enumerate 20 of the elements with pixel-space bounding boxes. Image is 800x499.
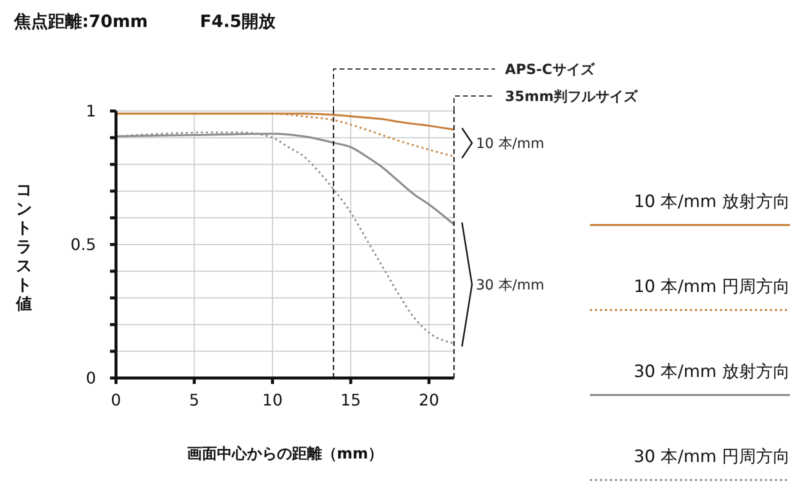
text: 10 本/mm 放射方向 (632, 191, 790, 213)
x-tick-label: 0 (110, 390, 122, 410)
x-tick-label: 5 (189, 390, 200, 410)
y-tick-label: 1 (86, 102, 96, 121)
x-tick-label: 10 (262, 390, 283, 410)
text: 30 本/mm 放射方向 (632, 361, 790, 383)
x-axis-title: 画面中心からの距離（mm） (186, 444, 384, 463)
chart-title: 焦点距離:70mm (14, 12, 148, 32)
annotation: 10 本/mm (476, 136, 544, 152)
y-tick-label: 0.5 (70, 235, 96, 254)
y-tick-label: 0 (86, 368, 96, 388)
x-tick-label: 15 (340, 390, 361, 410)
x-tick-label: 20 (418, 390, 440, 410)
y-axis-title: コントラスト値 (14, 180, 33, 313)
text: 10 本/mm 円周方向 (632, 276, 790, 298)
legend-label: 35mm判フルサイズ (505, 89, 639, 105)
annotation: 30 本/mm (476, 278, 544, 294)
ref-line-label: APS-Cサイズ (505, 62, 596, 78)
chart-subtitle: F4.5開放 (200, 12, 276, 32)
text: 30 本/mm 円周方向 (632, 446, 790, 468)
